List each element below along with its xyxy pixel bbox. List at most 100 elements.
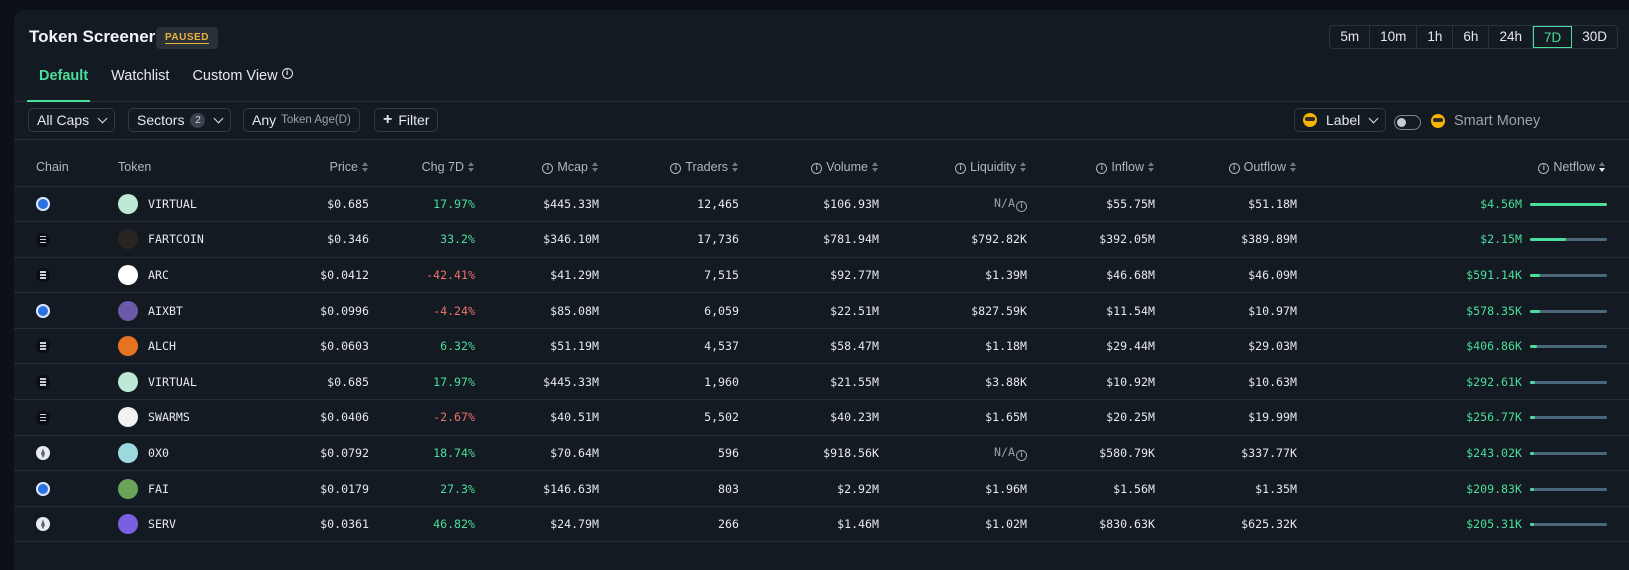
liquidity-cell: $1.39M [879,257,1027,294]
sectors-dropdown[interactable]: Sectors 2 [128,108,232,132]
table-row[interactable]: SWARMS $0.0406 -2.67% $40.51M 5,502 $40.23M $1… [14,399,1629,436]
price-cell: $0.0179 [234,470,369,507]
netflow-bar [1530,451,1607,455]
token-cell[interactable]: FAI [114,470,234,507]
netflow-cell: $256.77K [1297,399,1629,436]
liquidity-cell: $1.02M [879,506,1027,543]
sunglasses-icon [1431,114,1445,128]
timeframe-24h[interactable]: 24h [1489,26,1533,48]
solana-chain-icon [36,410,50,425]
table-row[interactable]: AIXBT $0.0996 -4.24% $85.08M 6,059 $22.51M $82… [14,292,1629,329]
traders-cell: 266 [599,506,739,543]
table-row[interactable]: ARC $0.0412 -42.41% $41.29M 7,515 $92.77M $1.3… [14,257,1629,294]
sort-icon [1148,161,1155,172]
column-header-inflow[interactable]: i Inflow [1027,148,1155,187]
table-row[interactable]: VIRTUAL $0.685 17.97% $445.33M 12,465 $106.93… [14,186,1629,223]
price-cell: $0.0412 [234,257,369,294]
netflow-value: $209.83K [1466,481,1522,496]
token-cell[interactable]: VIRTUAL [114,186,234,223]
column-header-netflow[interactable]: i Netflow [1297,148,1629,187]
token-name: SWARMS [148,410,190,425]
table-row[interactable]: SERV $0.0361 46.82% $24.79M 266 $1.46M $1.02M $… [14,506,1629,543]
token-cell[interactable]: ALCH [114,328,234,365]
page-title: Token Screener [29,27,156,46]
inflow-cell: $11.54M [1027,292,1155,329]
traders-cell: 12,465 [599,186,739,223]
add-filter-button[interactable]: + Filter [374,108,439,132]
inflow-cell: $55.75M [1027,186,1155,223]
column-header-volume[interactable]: i Volume [739,148,879,187]
outflow-cell: $1.35M [1155,470,1297,507]
mcap-cell: $85.08M [475,292,599,329]
inflow-cell: $392.05M [1027,221,1155,258]
sunglasses-icon [1303,113,1317,127]
timeframe-1h[interactable]: 1h [1417,26,1454,48]
mcap-cell: $445.33M [475,363,599,401]
token-age-filter[interactable]: Any Token Age(D) [243,108,360,132]
column-header-chg[interactable]: Chg 7D [369,148,475,187]
token-cell[interactable]: 0X0 [114,435,234,472]
liquidity-na: N/A [994,195,1015,210]
token-cell[interactable]: SWARMS [114,399,234,436]
liquidity-value: $3.88K [985,374,1027,389]
inflow-cell: $10.92M [1027,363,1155,401]
tab-custom-view[interactable]: Custom View i [192,68,293,102]
netflow-cell: $4.56M [1297,186,1629,223]
token-cell[interactable]: VIRTUAL [114,363,234,401]
timeframe-30d[interactable]: 30D [1582,29,1607,44]
tab-watchlist[interactable]: Watchlist [111,68,170,84]
volume-cell: $21.55M [739,363,879,401]
liquidity-value: $827.59K [971,303,1027,318]
column-header-price[interactable]: Price [234,148,369,187]
netflow-value: $243.02K [1466,445,1522,460]
sort-desc-icon [1599,161,1606,172]
change-cell: 33.2% [369,221,475,258]
outflow-cell: $337.77K [1155,435,1297,472]
table-row[interactable]: 0X0 $0.0792 18.74% $70.64M 596 $918.56K N/A i $5… [14,435,1629,472]
outflow-cell: $29.03M [1155,328,1297,365]
liquidity-cell: $792.82K [879,221,1027,258]
token-name: FAI [148,481,169,496]
eth-chain-icon [36,517,50,532]
netflow-value: $2.15M [1480,232,1522,247]
tab-default[interactable]: Default [26,68,91,102]
table-row[interactable]: FARTCOIN $0.346 33.2% $346.10M 17,736 $781.94… [14,221,1629,258]
timeframe-7d[interactable]: 7D [1532,26,1573,48]
table-row[interactable]: VIRTUAL $0.685 17.97% $445.33M 1,960 $21.55M $… [14,363,1629,401]
change-cell: 18.74% [369,435,475,472]
volume-cell: $92.77M [739,257,879,294]
timeframe-10m[interactable]: 10m [1370,26,1418,48]
add-filter-label: Filter [398,112,430,128]
table-row[interactable]: ALCH $0.0603 6.32% $51.19M 4,537 $58.47M $1.18… [14,328,1629,365]
chain-cell [14,363,114,401]
column-header-outflow[interactable]: i Outflow [1155,148,1297,187]
outflow-cell: $19.99M [1155,399,1297,436]
liquidity-value: $1.96M [985,481,1027,496]
token-cell[interactable]: FARTCOIN [114,221,234,258]
liquidity-cell: N/A i [879,186,1027,223]
chain-cell [14,221,114,258]
column-header-liquidity[interactable]: i Liquidity [879,148,1027,187]
caps-dropdown[interactable]: All Caps [28,108,116,132]
token-cell[interactable]: AIXBT [114,292,234,329]
netflow-bar-fill [1530,202,1607,206]
sort-icon [592,161,599,172]
token-name: AIXBT [148,303,183,318]
timeframe-6h[interactable]: 6h [1453,26,1490,48]
inflow-cell: $830.63K [1027,506,1155,543]
liquidity-value: $1.02M [985,517,1027,532]
token-cell[interactable]: SERV [114,506,234,543]
price-cell: $0.0406 [234,399,369,436]
smart-money-toggle[interactable] [1394,115,1421,130]
label-dropdown[interactable]: Label [1294,108,1387,132]
info-icon: i [1096,162,1108,174]
info-icon: i [955,162,967,174]
token-cell[interactable]: ARC [114,257,234,294]
netflow-bar [1530,523,1607,527]
screener-header: Token Screener PAUSED Default Watchlist … [14,10,1629,102]
timeframe-5m[interactable]: 5m [1330,26,1371,48]
volume-cell: $106.93M [739,186,879,223]
column-header-mcap[interactable]: i Mcap [475,148,599,187]
table-row[interactable]: FAI $0.0179 27.3% $146.63M 803 $2.92M $1.96M $1… [14,470,1629,507]
column-header-traders[interactable]: i Traders [599,148,739,187]
